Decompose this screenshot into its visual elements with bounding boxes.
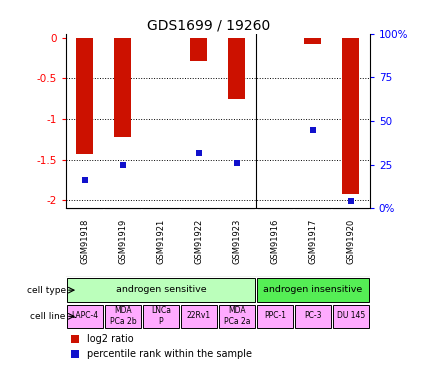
Text: DU 145: DU 145 — [337, 311, 365, 320]
Text: GSM91920: GSM91920 — [346, 219, 355, 264]
Text: MDA
PCa 2b: MDA PCa 2b — [110, 306, 136, 326]
Text: GSM91919: GSM91919 — [118, 219, 127, 264]
Text: percentile rank within the sample: percentile rank within the sample — [87, 349, 252, 359]
Text: GSM91922: GSM91922 — [194, 219, 203, 264]
Bar — [76, 38, 94, 154]
Text: LAPC-4: LAPC-4 — [71, 311, 99, 320]
Bar — [143, 304, 178, 328]
Bar — [67, 304, 103, 328]
Bar — [219, 304, 255, 328]
Text: cell type: cell type — [27, 286, 66, 295]
Text: GSM91923: GSM91923 — [232, 219, 241, 264]
Text: LNCa
P: LNCa P — [151, 306, 171, 326]
Text: MDA
PCa 2a: MDA PCa 2a — [224, 306, 250, 326]
Text: androgen sensitive: androgen sensitive — [116, 285, 206, 294]
Bar — [105, 304, 141, 328]
Text: cell line: cell line — [31, 312, 66, 321]
Text: GSM91917: GSM91917 — [308, 219, 317, 264]
Bar — [304, 38, 321, 44]
Text: log2 ratio: log2 ratio — [87, 334, 134, 344]
Bar — [228, 38, 245, 99]
Text: PC-3: PC-3 — [304, 311, 322, 320]
Text: GSM91921: GSM91921 — [156, 219, 165, 264]
Bar — [181, 304, 217, 328]
Bar — [333, 304, 368, 328]
Text: PPC-1: PPC-1 — [264, 311, 286, 320]
Bar — [67, 278, 255, 302]
Bar — [342, 38, 359, 194]
Bar — [114, 38, 131, 137]
Bar — [257, 278, 368, 302]
Text: GSM91916: GSM91916 — [270, 219, 279, 264]
Bar — [190, 38, 207, 60]
Title: GDS1699 / 19260: GDS1699 / 19260 — [147, 19, 270, 33]
Text: GSM91918: GSM91918 — [80, 219, 89, 264]
Bar — [257, 304, 293, 328]
Text: 22Rv1: 22Rv1 — [187, 311, 211, 320]
Bar — [295, 304, 331, 328]
Text: androgen insensitive: androgen insensitive — [263, 285, 363, 294]
